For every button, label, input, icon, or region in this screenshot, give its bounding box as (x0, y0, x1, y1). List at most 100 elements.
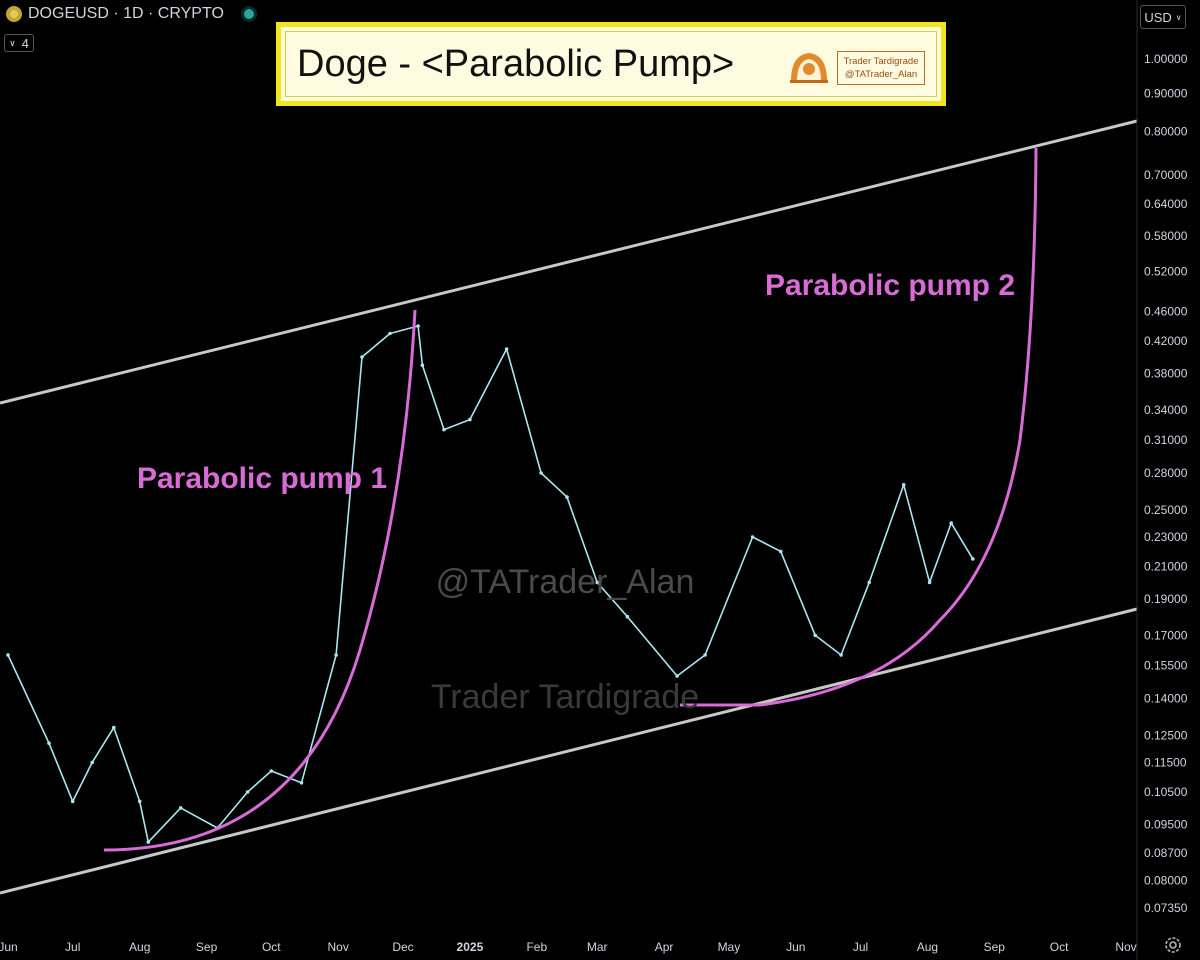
x-tick-label: Dec (392, 940, 413, 954)
watermark-handle: @TATrader_Alan (436, 563, 695, 601)
price-point (750, 535, 755, 539)
price-point (813, 633, 817, 638)
y-tick-label: 0.07350 (1144, 901, 1188, 915)
price-point (269, 769, 274, 773)
y-tick-label: 0.08700 (1144, 846, 1188, 860)
annotation-pump-2: Parabolic pump 2 (765, 269, 1015, 302)
y-tick-label: 0.17000 (1144, 628, 1188, 642)
y-tick-label: 1.00000 (1144, 52, 1188, 66)
market-status-icon (243, 9, 254, 19)
y-tick-label: 0.64000 (1144, 197, 1188, 211)
indicator-count: 4 (21, 35, 29, 51)
price-point (901, 483, 906, 487)
price-point (416, 324, 420, 328)
y-tick-label: 0.38000 (1144, 367, 1188, 381)
settings-gear-icon[interactable] (1162, 934, 1184, 956)
price-point (539, 471, 543, 475)
y-tick-label: 0.12500 (1144, 728, 1188, 742)
y-tick-label: 0.70000 (1144, 168, 1188, 182)
x-tick-label: Feb (526, 940, 547, 954)
x-tick-label: Mar (587, 940, 608, 954)
symbol-label: DOGEUSD · 1D · CRYPTO (28, 5, 224, 22)
y-tick-label: 0.11500 (1144, 755, 1187, 769)
price-point (468, 417, 472, 422)
channel-upper-line (0, 119, 1138, 405)
price-point (625, 614, 630, 619)
y-tick-label: 0.58000 (1144, 229, 1188, 243)
y-tick-label: 0.10500 (1144, 785, 1188, 799)
y-tick-label: 0.31000 (1144, 433, 1188, 447)
price-point (949, 521, 953, 525)
price-point (299, 781, 304, 785)
badge-line-2: @TATrader_Alan (844, 69, 918, 80)
y-tick-label: 0.08000 (1144, 873, 1188, 887)
x-tick-label: Apr (655, 940, 674, 954)
y-tick-label: 0.23000 (1144, 530, 1188, 544)
y-tick-label: 0.09500 (1144, 818, 1188, 832)
price-point (565, 495, 569, 499)
x-tick-label: Jul (853, 940, 868, 954)
chevron-down-icon: ∨ (1175, 12, 1182, 22)
y-tick-label: 0.52000 (1144, 265, 1188, 279)
price-point (47, 741, 51, 745)
currency-button[interactable]: USD ∨ (1140, 5, 1186, 29)
y-tick-label: 0.34000 (1144, 403, 1188, 417)
price-point (334, 653, 338, 657)
price-point (971, 557, 975, 561)
y-tick-label: 0.25000 (1144, 503, 1188, 517)
price-point (178, 806, 183, 810)
x-tick-label: Jun (786, 940, 805, 954)
tardigrade-logo-icon (790, 53, 828, 83)
y-tick-label: 0.90000 (1144, 86, 1188, 100)
x-tick-label: Oct (1050, 940, 1069, 954)
price-point (703, 653, 707, 657)
price-point (839, 653, 843, 657)
banner-inner-border (285, 31, 937, 97)
x-tick-label: Sep (984, 940, 1006, 954)
indicator-count-button[interactable]: ∨ 4 (4, 34, 34, 52)
x-tick-label: Oct (262, 940, 281, 954)
price-point (360, 355, 364, 359)
annotation-pump-1: Parabolic pump 1 (137, 462, 387, 495)
y-tick-label: 0.46000 (1144, 305, 1188, 319)
dogecoin-icon (6, 6, 22, 22)
price-point (137, 799, 142, 804)
y-tick-label: 0.80000 (1144, 125, 1188, 139)
brand-badge: Trader Tardigrade @TATrader_Alan (837, 51, 925, 85)
x-tick-label: Aug (917, 940, 938, 954)
price-point (675, 674, 679, 678)
title-banner: Doge - <Parabolic Pump> Trader Tardigrad… (276, 22, 946, 106)
price-point (112, 725, 116, 730)
price-point (245, 790, 250, 794)
symbol-header[interactable]: DOGEUSD · 1D · CRYPTO (6, 5, 254, 23)
y-tick-label: 0.19000 (1144, 592, 1188, 606)
price-point (595, 580, 599, 585)
x-tick-label: 2025 (457, 940, 484, 954)
x-tick-label: Jul (65, 940, 80, 954)
x-tick-label: May (718, 940, 741, 954)
y-tick-label: 0.15500 (1144, 658, 1188, 672)
chevron-down-icon: ∨ (9, 37, 16, 48)
watermark-brand: Trader Tardigrade (431, 678, 699, 716)
currency-label: USD (1144, 9, 1172, 25)
y-tick-label: 0.14000 (1144, 691, 1188, 705)
price-point (442, 427, 446, 432)
y-tick-label: 0.21000 (1144, 560, 1188, 574)
y-tick-label: 0.28000 (1144, 466, 1188, 480)
x-tick-label: Jun (0, 940, 18, 954)
channel-lower-line (0, 607, 1138, 895)
price-point (70, 799, 75, 804)
price-point (146, 840, 151, 844)
badge-line-1: Trader Tardigrade (843, 56, 919, 67)
price-point (90, 760, 94, 765)
banner-title: Doge - <Parabolic Pump> (297, 42, 735, 85)
price-point (420, 363, 425, 368)
x-tick-label: Nov (1115, 940, 1136, 954)
price-point (388, 331, 392, 336)
x-tick-label: Nov (328, 940, 349, 954)
parabolic-curve-1 (103, 309, 417, 852)
y-tick-label: 0.42000 (1144, 334, 1188, 348)
x-tick-label: Aug (129, 940, 150, 954)
price-point (504, 347, 509, 351)
parabolic-curve-2 (680, 147, 1038, 707)
